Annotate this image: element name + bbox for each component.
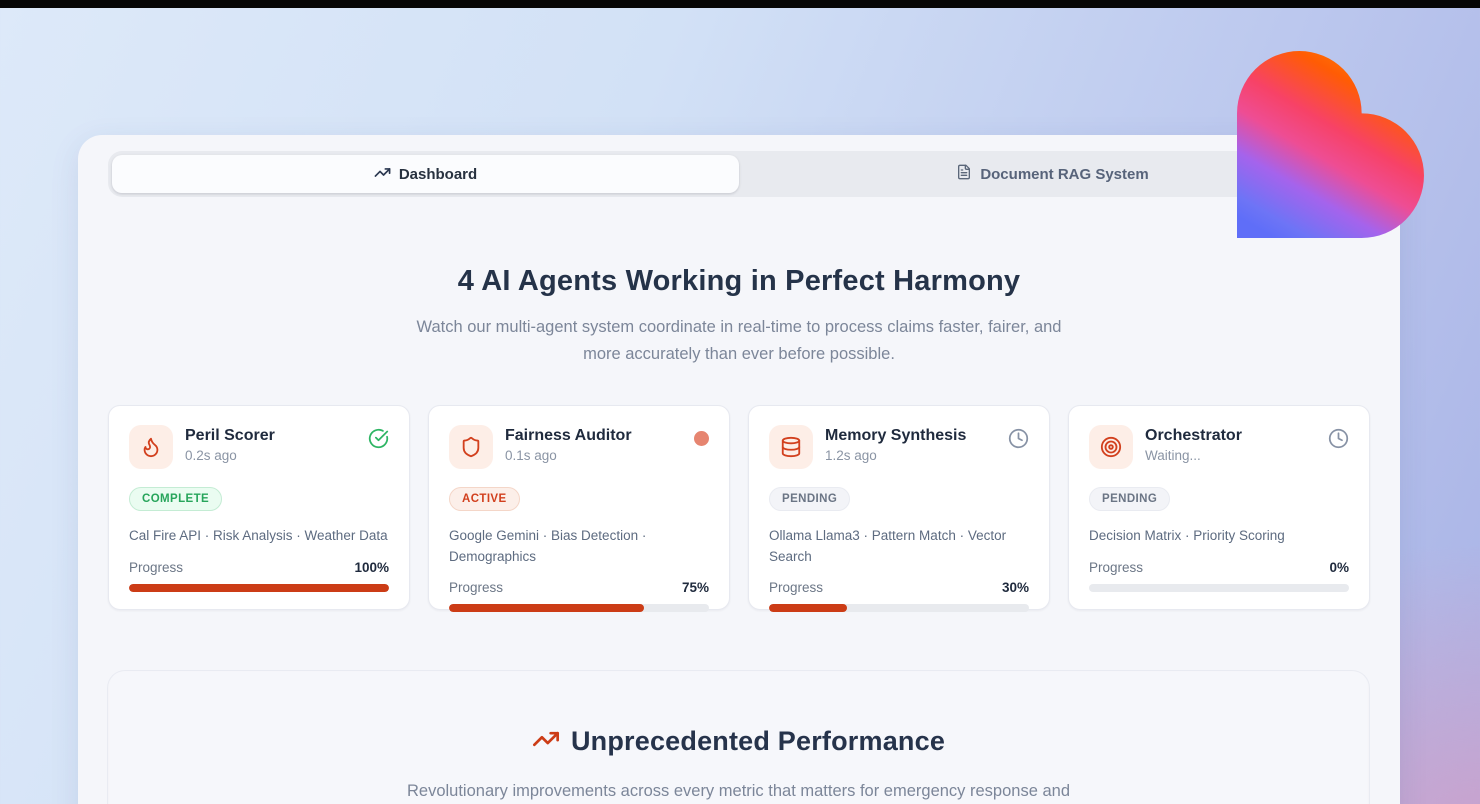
progress-value: 75% bbox=[681, 579, 709, 595]
performance-subtitle: Revolutionary improvements across every … bbox=[406, 782, 1071, 801]
agent-card-orchestrator[interactable]: Orchestrator Waiting... PENDING Decision… bbox=[1068, 405, 1370, 611]
progress-bar bbox=[449, 603, 709, 612]
shield-icon bbox=[449, 425, 493, 470]
pulse-dot bbox=[694, 425, 709, 447]
tab-document-rag-system[interactable]: Document RAG System bbox=[739, 155, 1366, 193]
page-subtitle: Watch our multi-agent system coordinate … bbox=[416, 318, 1062, 363]
agent-tech-list: Decision Matrix · Priority Scoring bbox=[1089, 528, 1285, 544]
tab-document-rag-label: Document RAG System bbox=[980, 165, 1149, 183]
main-panel: Dashboard Document RAG System 4 AI Agent… bbox=[78, 135, 1400, 804]
agent-tech-list: Ollama Llama3 · Pattern Match · Vector S… bbox=[769, 528, 1007, 564]
status-badge: COMPLETE bbox=[129, 487, 223, 512]
progress-value: 0% bbox=[1329, 559, 1349, 575]
progress-value: 30% bbox=[1001, 579, 1029, 595]
page-title: 4 AI Agents Working in Perfect Harmony bbox=[457, 265, 1021, 297]
heart-logo bbox=[1237, 51, 1424, 238]
database-icon bbox=[769, 425, 813, 470]
progress-label: Progress bbox=[449, 579, 504, 595]
agent-name: Memory Synthesis bbox=[825, 427, 967, 445]
flame-icon bbox=[129, 425, 173, 470]
agent-name: Fairness Auditor bbox=[505, 427, 632, 445]
agent-last-update: 0.1s ago bbox=[505, 448, 557, 464]
agent-last-update: 0.2s ago bbox=[185, 448, 237, 464]
agent-card-peril-scorer[interactable]: Peril Scorer 0.2s ago COMPLETE Cal Fire … bbox=[108, 405, 410, 611]
agent-tech-list: Google Gemini · Bias Detection · Demogra… bbox=[449, 528, 647, 564]
progress-label: Progress bbox=[769, 579, 824, 595]
agent-tech-list: Cal Fire API · Risk Analysis · Weather D… bbox=[129, 528, 388, 544]
progress-bar bbox=[1089, 583, 1349, 592]
agent-name: Orchestrator bbox=[1145, 427, 1242, 445]
agent-last-update: 1.2s ago bbox=[825, 448, 877, 464]
progress-label: Progress bbox=[1089, 559, 1144, 575]
tab-dashboard-label: Dashboard bbox=[398, 165, 478, 183]
document-icon bbox=[956, 164, 972, 184]
progress-bar-fill bbox=[769, 603, 847, 612]
trending-up-icon bbox=[532, 725, 560, 758]
progress-bar-fill bbox=[449, 603, 644, 612]
status-badge: ACTIVE bbox=[449, 487, 520, 512]
check-circle-icon bbox=[368, 425, 389, 454]
tab-dashboard[interactable]: Dashboard bbox=[112, 155, 739, 193]
tab-bar: Dashboard Document RAG System bbox=[108, 151, 1370, 197]
hero-section: 4 AI Agents Working in Perfect Harmony W… bbox=[78, 265, 1400, 367]
performance-title: Unprecedented Performance bbox=[570, 726, 946, 757]
performance-section: Unprecedented Performance Revolutionary … bbox=[107, 670, 1370, 804]
status-badge: PENDING bbox=[769, 487, 851, 512]
agent-cards-row: Peril Scorer 0.2s ago COMPLETE Cal Fire … bbox=[108, 405, 1370, 612]
agent-name: Peril Scorer bbox=[185, 427, 275, 445]
agent-card-memory-synthesis[interactable]: Memory Synthesis 1.2s ago PENDING Ollama… bbox=[748, 405, 1050, 612]
clock-icon bbox=[1008, 425, 1029, 454]
status-badge: PENDING bbox=[1089, 487, 1171, 512]
progress-value: 100% bbox=[354, 559, 389, 575]
agent-card-fairness-auditor[interactable]: Fairness Auditor 0.1s ago ACTIVE Google … bbox=[428, 405, 730, 612]
target-icon bbox=[1089, 425, 1133, 470]
progress-bar-fill bbox=[129, 583, 389, 592]
top-black-bar bbox=[0, 0, 1480, 8]
progress-bar bbox=[769, 603, 1029, 612]
trending-up-icon bbox=[374, 164, 391, 185]
agent-last-update: Waiting... bbox=[1145, 448, 1201, 464]
clock-icon bbox=[1328, 425, 1349, 454]
progress-bar bbox=[129, 583, 389, 592]
progress-label: Progress bbox=[129, 559, 184, 575]
